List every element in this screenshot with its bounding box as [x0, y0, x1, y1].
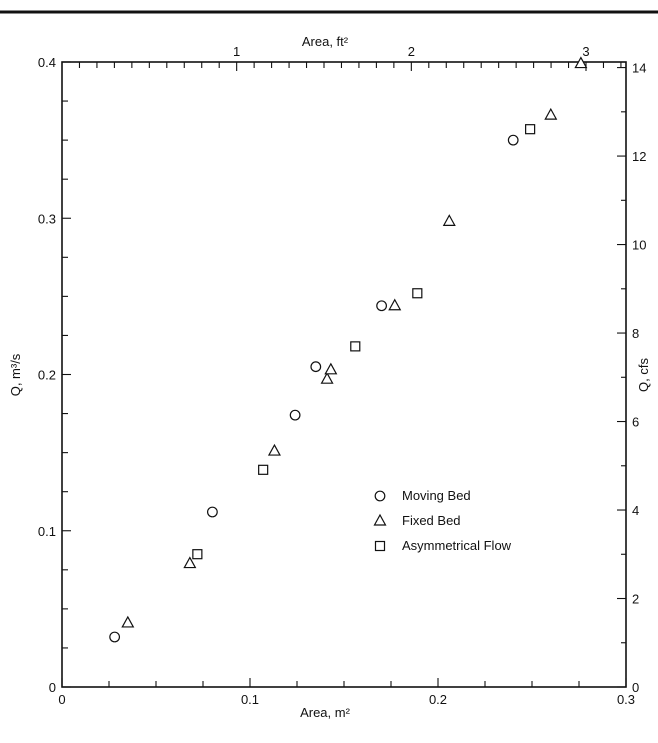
data-marks [109, 56, 588, 643]
y-axis-title: Q, m³/s [8, 353, 23, 396]
x-tick-label: 0 [58, 692, 65, 707]
y2-tick-label: 10 [632, 238, 646, 253]
y2-tick-label: 4 [632, 503, 639, 518]
y2-tick-label: 8 [632, 326, 639, 341]
moving-bed-point [109, 631, 121, 643]
x2-axis-title: Area, ft² [302, 34, 349, 49]
x-tick-label: 0.1 [241, 692, 259, 707]
y2-tick-label: 0 [632, 680, 639, 695]
y-tick-label: 0 [49, 680, 56, 695]
legend-marker-moving-bed [374, 490, 386, 502]
x2-tick-label: 3 [582, 44, 589, 59]
fixed-bed-point [320, 371, 334, 384]
y-tick-label: 0.4 [38, 55, 56, 70]
legend-label-fixed-bed: Fixed Bed [402, 513, 461, 528]
asymmetrical-flow-point [258, 464, 269, 475]
fixed-bed-point [574, 56, 588, 69]
y-tick-label: 0.2 [38, 368, 56, 383]
y2-tick-label: 2 [632, 592, 639, 607]
plot-frame [61, 61, 627, 688]
legend-marker-fixed-bed [373, 513, 387, 526]
asymmetrical-flow-point [412, 288, 423, 299]
y2-tick-label: 6 [632, 415, 639, 430]
legend-label-asymmetrical-flow: Asymmetrical Flow [402, 538, 512, 553]
moving-bed-point [206, 506, 218, 518]
y-tick-label: 0.3 [38, 211, 56, 226]
moving-bed-point [289, 409, 301, 421]
fixed-bed-point [324, 362, 338, 375]
asymmetrical-flow-point [525, 124, 536, 135]
moving-bed-point [376, 300, 388, 312]
y-tick-label: 0.1 [38, 524, 56, 539]
x2-tick-label: 2 [408, 44, 415, 59]
fixed-bed-point [267, 443, 281, 456]
x-tick-label: 0.2 [429, 692, 447, 707]
asymmetrical-flow-point [350, 341, 361, 352]
moving-bed-point [310, 361, 322, 373]
fixed-bed-point [442, 214, 456, 226]
fixed-bed-point [121, 615, 135, 628]
fixed-bed-point [544, 107, 558, 120]
y2-axis-title: Q, cfs [636, 358, 651, 392]
fixed-bed-point [388, 298, 402, 311]
legend-label-moving-bed: Moving Bed [402, 488, 471, 503]
x-axis-title: Area, m² [300, 705, 351, 720]
x-tick-label: 0.3 [617, 692, 635, 707]
x2-tick-label: 1 [233, 44, 240, 59]
legend-marker-asymmetrical-flow [374, 540, 386, 552]
moving-bed-point [507, 134, 519, 146]
legend: Moving Bed Fixed Bed Asymmetrical Flow [373, 488, 512, 553]
y2-tick-label: 12 [632, 149, 646, 164]
asymmetrical-flow-point [192, 549, 203, 560]
y2-tick-label: 14 [632, 61, 646, 76]
fixed-bed-point [183, 556, 197, 569]
